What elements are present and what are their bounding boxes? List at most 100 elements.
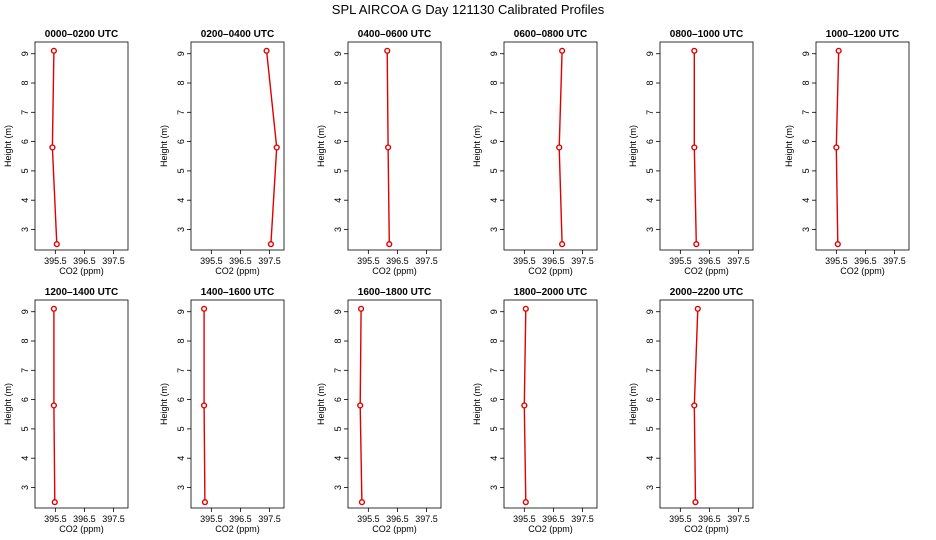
y-tick-label: 8: [333, 339, 343, 344]
y-tick-label: 7: [20, 110, 30, 115]
x-tick-label: 396.5: [386, 514, 409, 524]
x-tick-label: 397.5: [415, 256, 438, 266]
plot-frame: [34, 41, 129, 251]
panel-2: 0400–0600 UTC 395.5 396.5 397.5 3 4 5 6 7 8 9 CO2 (…: [316, 29, 442, 276]
profile-point: [835, 47, 842, 54]
x-axis-label: CO2 (ppm): [528, 266, 573, 276]
profile-point: [694, 305, 701, 312]
y-tick-label: 9: [645, 309, 655, 314]
y-tick-label: 4: [20, 456, 30, 461]
profile-point: [200, 305, 208, 312]
y-tick-label: 9: [333, 309, 343, 314]
x-axis-label: CO2 (ppm): [59, 524, 104, 534]
profile-point: [267, 241, 275, 248]
x-tick-label: 396.5: [73, 514, 96, 524]
plot-frame: [347, 299, 442, 509]
profile-point: [834, 241, 841, 248]
profile-point: [50, 305, 57, 312]
panel-title: 1600–1800 UTC: [358, 287, 431, 298]
plot-frame: [347, 41, 442, 251]
panel-title: 1400–1600 UTC: [201, 287, 274, 298]
plot-frame: [659, 299, 754, 509]
panel-6: 1200–1400 UTC 395.5 396.5 397.5 3 4 5 6 7 8 9 CO2 (…: [3, 287, 129, 534]
y-tick-label: 9: [801, 51, 811, 56]
y-tick-label: 9: [333, 51, 343, 56]
x-tick-label: 397.5: [258, 256, 281, 266]
profile-point: [693, 241, 700, 248]
y-axis-label: Height (m): [628, 383, 638, 425]
y-tick-label: 6: [176, 139, 186, 144]
x-tick-label: 395.5: [513, 514, 536, 524]
panel-1: 0200–0400 UTC 395.5 396.5 397.5 3 4 5 6 7 8 9 CO2 (…: [159, 29, 285, 276]
y-tick-label: 4: [176, 456, 186, 461]
y-tick-label: 9: [176, 309, 186, 314]
y-tick-label: 5: [333, 426, 343, 431]
y-axis-label: Height (m): [316, 125, 326, 167]
x-tick-label: 395.5: [200, 256, 223, 266]
x-tick-label: 395.5: [357, 256, 380, 266]
x-tick-label: 396.5: [698, 256, 721, 266]
panel-7: 1400–1600 UTC 395.5 396.5 397.5 3 4 5 6 7 8 9 CO2 (…: [159, 287, 285, 534]
y-tick-label: 8: [20, 339, 30, 344]
y-tick-label: 8: [20, 81, 30, 86]
y-tick-label: 6: [489, 139, 499, 144]
y-tick-label: 3: [801, 227, 811, 232]
y-tick-label: 9: [20, 51, 30, 56]
plot-frame: [503, 41, 598, 251]
profile-point: [357, 305, 365, 312]
panels-group: 0000–0200 UTC 395.5 396.5 397.5 3 4 5 6 7 8 9 CO2 (…: [3, 29, 910, 534]
profile-point: [691, 47, 698, 54]
y-tick-label: 7: [489, 368, 499, 373]
y-tick-label: 4: [645, 198, 655, 203]
panel-title: 0200–0400 UTC: [201, 29, 274, 40]
panel-title: 0600–0800 UTC: [514, 29, 587, 40]
y-tick-label: 4: [645, 456, 655, 461]
x-axis-label: CO2 (ppm): [215, 266, 260, 276]
y-tick-label: 5: [20, 426, 30, 431]
profile-point: [50, 402, 57, 409]
profile-point: [691, 144, 698, 151]
x-tick-label: 397.5: [571, 256, 594, 266]
y-tick-label: 9: [645, 51, 655, 56]
profile-point: [201, 499, 209, 506]
y-tick-label: 4: [489, 198, 499, 203]
plot-frame: [34, 299, 129, 509]
x-tick-label: 397.5: [883, 256, 906, 266]
panel-title: 0800–1000 UTC: [670, 29, 743, 40]
y-tick-label: 3: [645, 227, 655, 232]
panel-4: 0800–1000 UTC 395.5 396.5 397.5 3 4 5 6 7 8 9 CO2 (…: [628, 29, 754, 276]
x-axis-label: CO2 (ppm): [59, 266, 104, 276]
y-axis-label: Height (m): [3, 125, 13, 167]
y-tick-label: 7: [176, 368, 186, 373]
y-tick-label: 3: [20, 227, 30, 232]
y-tick-label: 3: [489, 485, 499, 490]
x-tick-label: 396.5: [386, 256, 409, 266]
y-tick-label: 6: [333, 397, 343, 402]
y-tick-label: 8: [801, 81, 811, 86]
y-tick-label: 5: [645, 426, 655, 431]
x-tick-label: 397.5: [258, 514, 281, 524]
x-tick-label: 395.5: [200, 514, 223, 524]
x-tick-label: 395.5: [44, 514, 67, 524]
y-axis-label: Height (m): [784, 125, 794, 167]
x-tick-label: 396.5: [229, 256, 252, 266]
profile-point: [263, 47, 270, 54]
y-tick-label: 4: [176, 198, 186, 203]
x-tick-label: 396.5: [542, 514, 565, 524]
y-tick-label: 4: [20, 198, 30, 203]
profile-point: [384, 47, 391, 54]
y-axis-label: Height (m): [628, 125, 638, 167]
profile-point: [692, 499, 699, 506]
panel-title: 2000–2200 UTC: [670, 287, 743, 298]
y-tick-label: 7: [176, 110, 186, 115]
y-axis-label: Height (m): [159, 383, 169, 425]
y-tick-label: 8: [489, 81, 499, 86]
x-axis-label: CO2 (ppm): [372, 524, 417, 534]
y-tick-label: 6: [489, 397, 499, 402]
profile-point: [357, 402, 364, 409]
y-axis-label: Height (m): [159, 125, 169, 167]
x-tick-label: 397.5: [415, 514, 438, 524]
y-tick-label: 5: [20, 168, 30, 173]
profile-point: [358, 499, 366, 506]
